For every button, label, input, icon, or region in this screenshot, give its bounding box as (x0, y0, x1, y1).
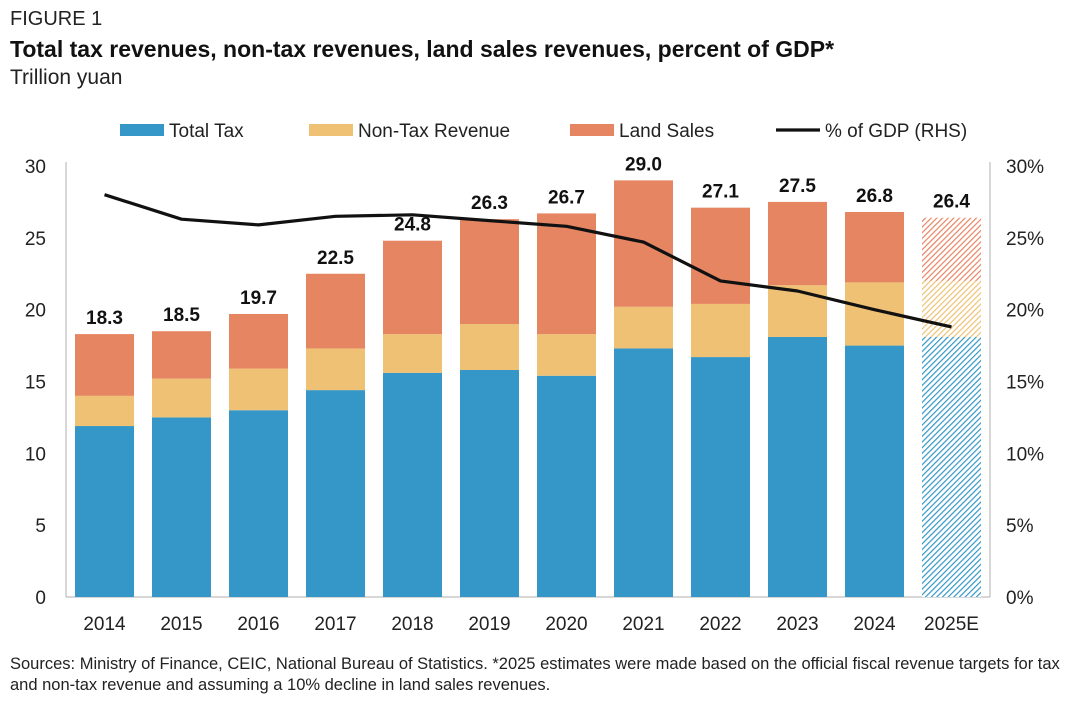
left-tick-label: 25 (25, 229, 46, 250)
left-tick-label: 15 (25, 373, 46, 394)
x-tick-label: 2025E (924, 614, 979, 635)
bar-non_tax (75, 395, 134, 427)
x-tick-label: 2021 (622, 614, 664, 635)
x-tick-label: 2015 (160, 614, 202, 635)
bar-land_sales (229, 313, 288, 369)
gdp-percent-line (104, 193, 952, 329)
total-data-label: 27.5 (779, 176, 816, 197)
right-tick-label: 20% (1006, 301, 1044, 322)
chart-subtitle: Trillion yuan (10, 66, 123, 89)
x-tick-label: 2019 (468, 614, 510, 635)
bar-total_tax (229, 410, 288, 597)
bar-total_tax (383, 372, 442, 597)
total-data-label: 26.3 (471, 193, 508, 214)
right-tick-label: 0% (1006, 588, 1034, 609)
bar-total_tax (614, 348, 673, 597)
x-tick-label: 2016 (237, 614, 279, 635)
left-tick-label: 20 (25, 301, 46, 322)
legend-swatch-land_sales (570, 124, 614, 136)
x-tick-label: 2020 (545, 614, 587, 635)
bar-total_tax (768, 336, 827, 597)
bar-land_sales (768, 201, 827, 286)
x-tick-label: 2022 (699, 614, 741, 635)
total-data-label: 26.8 (856, 186, 893, 207)
total-data-label: 22.5 (317, 248, 354, 269)
bar-land_sales (75, 334, 134, 396)
bar-land_sales (691, 207, 750, 304)
revenue-chart: Total Tax Non-Tax Revenue Land Sales % of G… (25, 121, 1044, 635)
x-tick-label: 2023 (776, 614, 818, 635)
total-data-label: 27.1 (702, 182, 739, 203)
gdp-line-layer (104, 193, 952, 329)
total-labels: 18.3 18.5 19.7 22.5 24.8 26.3 26.7 29.0 27.1 27.5… (86, 154, 970, 329)
bar-land_sales (383, 240, 442, 335)
bar-land_sales (922, 217, 981, 281)
left-tick-label: 5 (35, 516, 46, 537)
legend-swatch-non_tax (309, 124, 353, 136)
legend-label: % of GDP (RHS) (825, 121, 967, 142)
bar-land_sales (460, 219, 519, 325)
total-data-label: 24.8 (394, 215, 431, 236)
bar-non_tax (229, 368, 288, 411)
total-data-label: 19.7 (240, 288, 277, 309)
bar-total_tax (460, 370, 519, 597)
bar-non_tax (306, 348, 365, 391)
legend-label: Total Tax (169, 121, 244, 142)
bar-total_tax (306, 390, 365, 597)
bar-land_sales (306, 273, 365, 349)
bar-total_tax (691, 357, 750, 597)
figure-label: FIGURE 1 (10, 8, 103, 30)
right-tick-label: 5% (1006, 516, 1034, 537)
sources-note: Sources: Ministry of Finance, CEIC, Nati… (10, 655, 1060, 694)
bars (75, 180, 981, 597)
bar-total_tax (152, 417, 211, 597)
left-tick-label: 30 (25, 157, 46, 178)
total-data-label: 18.5 (163, 305, 200, 326)
legend-label: Non-Tax Revenue (358, 121, 510, 142)
bar-non_tax (383, 334, 442, 373)
total-data-label: 26.7 (548, 187, 585, 208)
x-tick-label: 2018 (391, 614, 433, 635)
bar-non_tax (152, 378, 211, 418)
left-tick-label: 10 (25, 444, 46, 465)
total-data-label: 18.3 (86, 308, 123, 329)
x-tick-label: 2017 (314, 614, 356, 635)
bar-land_sales (537, 213, 596, 335)
legend-swatch-total_tax (120, 124, 164, 136)
bar-non_tax (922, 280, 981, 337)
left-tick-label: 0 (35, 588, 46, 609)
right-tick-label: 10% (1006, 444, 1044, 465)
bar-total_tax (922, 336, 981, 597)
axes: 0 5 10 15 20 25 30 0% 5% 10% 15% 20% 25% 30% 2014 2015 2… (25, 157, 1044, 635)
bar-total_tax (537, 375, 596, 597)
bar-non_tax (614, 306, 673, 349)
total-data-label: 26.4 (933, 192, 970, 213)
chart-title: Total tax revenues, non-tax revenues, la… (10, 36, 835, 62)
bar-non_tax (537, 334, 596, 376)
x-tick-label: 2014 (83, 614, 126, 635)
bar-non_tax (460, 324, 519, 371)
bar-non_tax (691, 303, 750, 358)
bar-total_tax (845, 345, 904, 597)
right-tick-label: 30% (1006, 157, 1044, 178)
bar-land_sales (845, 211, 904, 283)
legend: Total Tax Non-Tax Revenue Land Sales % of G… (120, 121, 967, 142)
x-tick-label: 2024 (853, 614, 896, 635)
right-tick-label: 15% (1006, 373, 1044, 394)
legend-label: Land Sales (619, 121, 714, 142)
bar-non_tax (768, 285, 827, 337)
bar-total_tax (75, 426, 134, 597)
total-data-label: 29.0 (625, 154, 662, 175)
right-tick-label: 25% (1006, 229, 1044, 250)
bar-land_sales (152, 331, 211, 379)
